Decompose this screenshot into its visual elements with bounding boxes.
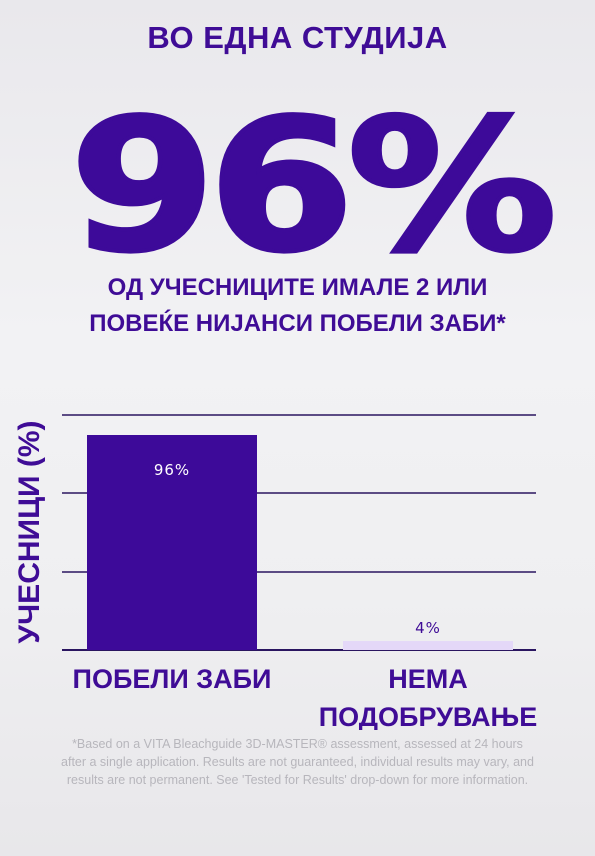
- data-label-2: 4%: [415, 619, 441, 637]
- footnote: *Based on a VITA Bleachguide 3D-MASTER® …: [61, 737, 534, 787]
- category-label-1: ПОБЕЛИ ЗАБИ: [73, 664, 272, 694]
- bar-chart: 96% 4% ПОБЕЛИ ЗАБИ НЕМА ПОДОБРУВАЊЕ: [62, 414, 538, 730]
- headline: ВО ЕДНА СТУДИЈА: [147, 20, 448, 55]
- data-label-1: 96%: [154, 461, 190, 479]
- big-stat: 96%: [68, 80, 560, 292]
- bar-1: [87, 435, 257, 650]
- subhead: ОД УЧЕСНИЦИТЕ ИМАЛЕ 2 ИЛИ ПОВЕЌЕ НИЈАНСИ…: [89, 274, 506, 337]
- category-label-2: НЕМА ПОДОБРУВАЊЕ: [319, 664, 538, 730]
- bar-2: [343, 641, 513, 650]
